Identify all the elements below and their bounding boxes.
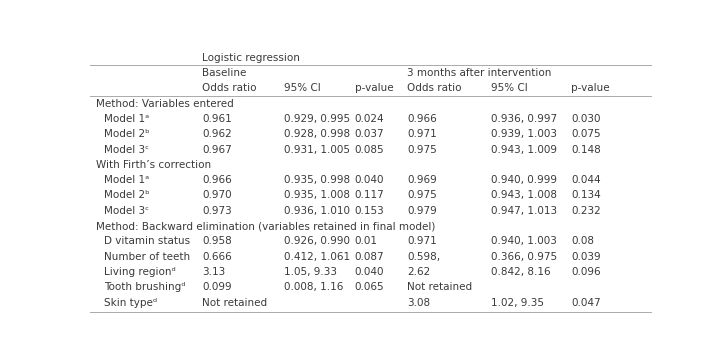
Text: Model 1ᵃ: Model 1ᵃ	[104, 114, 150, 124]
Text: Logistic regression: Logistic regression	[202, 53, 300, 62]
Text: 0.047: 0.047	[571, 298, 601, 308]
Text: Living regionᵈ: Living regionᵈ	[104, 267, 176, 277]
Text: 0.134: 0.134	[571, 191, 601, 200]
Text: 0.936, 1.010: 0.936, 1.010	[283, 206, 350, 216]
Text: 0.085: 0.085	[355, 144, 385, 155]
Text: 0.024: 0.024	[355, 114, 385, 124]
Text: 0.940, 0.999: 0.940, 0.999	[491, 175, 557, 185]
Text: 0.962: 0.962	[202, 129, 232, 139]
Text: 0.935, 0.998: 0.935, 0.998	[283, 175, 350, 185]
Text: 0.096: 0.096	[571, 267, 601, 277]
Text: 0.087: 0.087	[355, 252, 385, 262]
Text: 3 months after intervention: 3 months after intervention	[407, 68, 552, 78]
Text: With Firth’s correction: With Firth’s correction	[96, 160, 211, 170]
Text: 3.13: 3.13	[202, 267, 226, 277]
Text: Model 2ᵇ: Model 2ᵇ	[104, 191, 150, 200]
Text: 0.936, 0.997: 0.936, 0.997	[491, 114, 557, 124]
Text: 0.929, 0.995: 0.929, 0.995	[283, 114, 350, 124]
Text: 0.842, 8.16: 0.842, 8.16	[491, 267, 551, 277]
Text: Method: Variables entered: Method: Variables entered	[96, 98, 234, 109]
Text: 0.232: 0.232	[571, 206, 601, 216]
Text: 0.935, 1.008: 0.935, 1.008	[283, 191, 350, 200]
Text: 0.943, 1.009: 0.943, 1.009	[491, 144, 557, 155]
Text: 1.05, 9.33: 1.05, 9.33	[283, 267, 337, 277]
Text: 0.928, 0.998: 0.928, 0.998	[283, 129, 350, 139]
Text: 0.065: 0.065	[355, 282, 385, 292]
Text: Model 2ᵇ: Model 2ᵇ	[104, 129, 150, 139]
Text: 0.008, 1.16: 0.008, 1.16	[283, 282, 343, 292]
Text: p-value: p-value	[355, 83, 393, 93]
Text: 0.966: 0.966	[407, 114, 437, 124]
Text: 0.666: 0.666	[202, 252, 232, 262]
Text: Model 3ᶜ: Model 3ᶜ	[104, 144, 150, 155]
Text: 0.931, 1.005: 0.931, 1.005	[283, 144, 350, 155]
Text: 0.040: 0.040	[355, 175, 385, 185]
Text: 0.971: 0.971	[407, 129, 437, 139]
Text: 0.040: 0.040	[355, 267, 385, 277]
Text: 0.958: 0.958	[202, 236, 232, 246]
Text: Odds ratio: Odds ratio	[407, 83, 461, 93]
Text: 0.598,: 0.598,	[407, 252, 440, 262]
Text: 0.412, 1.061: 0.412, 1.061	[283, 252, 350, 262]
Text: 0.044: 0.044	[571, 175, 601, 185]
Text: Number of teeth: Number of teeth	[104, 252, 190, 262]
Text: 0.037: 0.037	[355, 129, 385, 139]
Text: 0.967: 0.967	[202, 144, 232, 155]
Text: 3.08: 3.08	[407, 298, 430, 308]
Text: 0.075: 0.075	[571, 129, 601, 139]
Text: p-value: p-value	[571, 83, 609, 93]
Text: 95% CI: 95% CI	[283, 83, 320, 93]
Text: 0.148: 0.148	[571, 144, 601, 155]
Text: 0.979: 0.979	[407, 206, 437, 216]
Text: 0.366, 0.975: 0.366, 0.975	[491, 252, 557, 262]
Text: Model 3ᶜ: Model 3ᶜ	[104, 206, 150, 216]
Text: 0.153: 0.153	[355, 206, 385, 216]
Text: 0.961: 0.961	[202, 114, 232, 124]
Text: 0.030: 0.030	[571, 114, 601, 124]
Text: 0.08: 0.08	[571, 236, 594, 246]
Text: 0.01: 0.01	[355, 236, 378, 246]
Text: 0.926, 0.990: 0.926, 0.990	[283, 236, 350, 246]
Text: Odds ratio: Odds ratio	[202, 83, 257, 93]
Text: D vitamin status: D vitamin status	[104, 236, 190, 246]
Text: 0.943, 1.008: 0.943, 1.008	[491, 191, 557, 200]
Text: 0.039: 0.039	[571, 252, 601, 262]
Text: 0.099: 0.099	[202, 282, 232, 292]
Text: Model 1ᵃ: Model 1ᵃ	[104, 175, 150, 185]
Text: Method: Backward elimination (variables retained in final model): Method: Backward elimination (variables …	[96, 221, 435, 231]
Text: 0.971: 0.971	[407, 236, 437, 246]
Text: 0.939, 1.003: 0.939, 1.003	[491, 129, 557, 139]
Text: 0.947, 1.013: 0.947, 1.013	[491, 206, 557, 216]
Text: 0.117: 0.117	[355, 191, 385, 200]
Text: 0.966: 0.966	[202, 175, 232, 185]
Text: 2.62: 2.62	[407, 267, 430, 277]
Text: 0.969: 0.969	[407, 175, 437, 185]
Text: 0.973: 0.973	[202, 206, 232, 216]
Text: 95% CI: 95% CI	[491, 83, 528, 93]
Text: Not retained: Not retained	[407, 282, 472, 292]
Text: Tooth brushingᵈ: Tooth brushingᵈ	[104, 282, 186, 292]
Text: Baseline: Baseline	[202, 68, 247, 78]
Text: Not retained: Not retained	[202, 298, 268, 308]
Text: 0.940, 1.003: 0.940, 1.003	[491, 236, 557, 246]
Text: 0.975: 0.975	[407, 144, 437, 155]
Text: 0.975: 0.975	[407, 191, 437, 200]
Text: 0.970: 0.970	[202, 191, 232, 200]
Text: Skin typeᵈ: Skin typeᵈ	[104, 298, 158, 308]
Text: 1.02, 9.35: 1.02, 9.35	[491, 298, 544, 308]
